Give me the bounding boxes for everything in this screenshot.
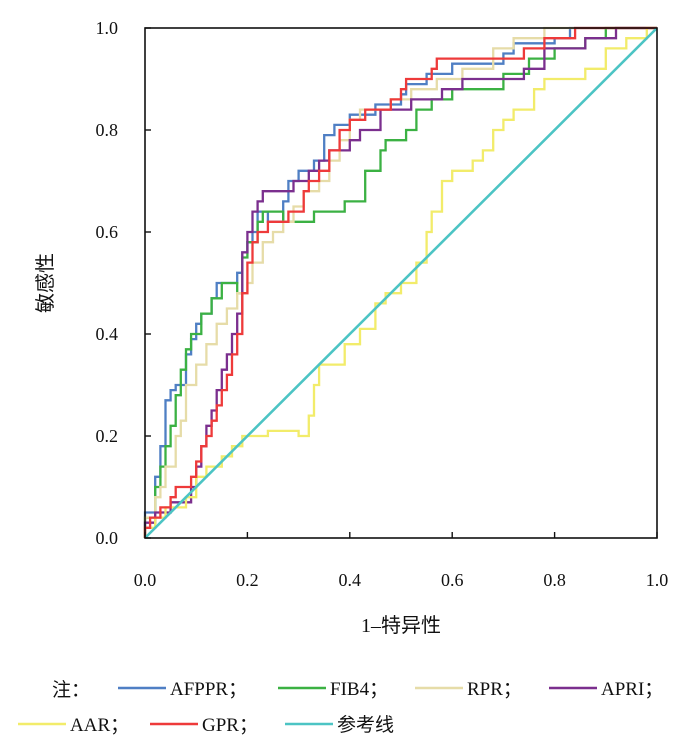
- legend-separator: ；: [369, 679, 388, 700]
- x-axis-ticks: 0.0 0.2 0.4 0.6 0.8 1.0: [134, 532, 669, 590]
- y-axis-ticks: 0.0 0.2 0.4 0.6 0.8 1.0: [96, 18, 151, 548]
- legend-prefix: 注：: [52, 679, 90, 701]
- legend-separator: ；: [644, 679, 663, 700]
- legend-separator: ；: [239, 715, 258, 736]
- legend-separator: ；: [503, 679, 522, 700]
- x-tick-label: 0.4: [339, 570, 362, 590]
- y-tick-label: 0.0: [96, 528, 119, 548]
- legend-separator: ；: [110, 715, 129, 736]
- series-line-fib4: [143, 26, 657, 538]
- x-axis-title: 1–特异性: [361, 614, 441, 637]
- legend-label-rpr: RPR；: [467, 679, 522, 700]
- y-tick-label: 0.2: [96, 426, 119, 446]
- x-tick-label: 0.0: [134, 570, 157, 590]
- series-line-reference: [144, 27, 658, 539]
- roc-curves: [143, 26, 658, 539]
- y-tick-label: 0.4: [96, 324, 119, 344]
- legend-label-afppr: AFPPR；: [170, 679, 247, 700]
- y-tick-label: 0.8: [96, 120, 119, 140]
- x-tick-label: 1.0: [646, 570, 669, 590]
- legend-label-fib4: FIB4；: [330, 679, 388, 700]
- series-line-gpr: [143, 26, 657, 538]
- legend-label-aar: AAR；: [70, 715, 129, 736]
- plot-frame: [144, 27, 658, 539]
- y-tick-label: 0.6: [96, 222, 119, 242]
- legend-label-gpr: GPR；: [202, 715, 258, 736]
- legend-label-reference: 参考线: [337, 714, 394, 736]
- x-tick-label: 0.6: [441, 570, 464, 590]
- x-tick-label: 0.8: [543, 570, 566, 590]
- series-line-rpr: [143, 26, 657, 538]
- legend: 注： AFPPR； FIB4； RPR； APRI； AAR； GPR； 参考线: [18, 679, 663, 736]
- y-tick-label: 1.0: [96, 18, 119, 38]
- x-tick-label: 0.2: [236, 570, 259, 590]
- y-axis-title: 敏感性: [34, 253, 57, 313]
- legend-label-apri: APRI；: [601, 679, 663, 700]
- legend-separator: ；: [228, 679, 247, 700]
